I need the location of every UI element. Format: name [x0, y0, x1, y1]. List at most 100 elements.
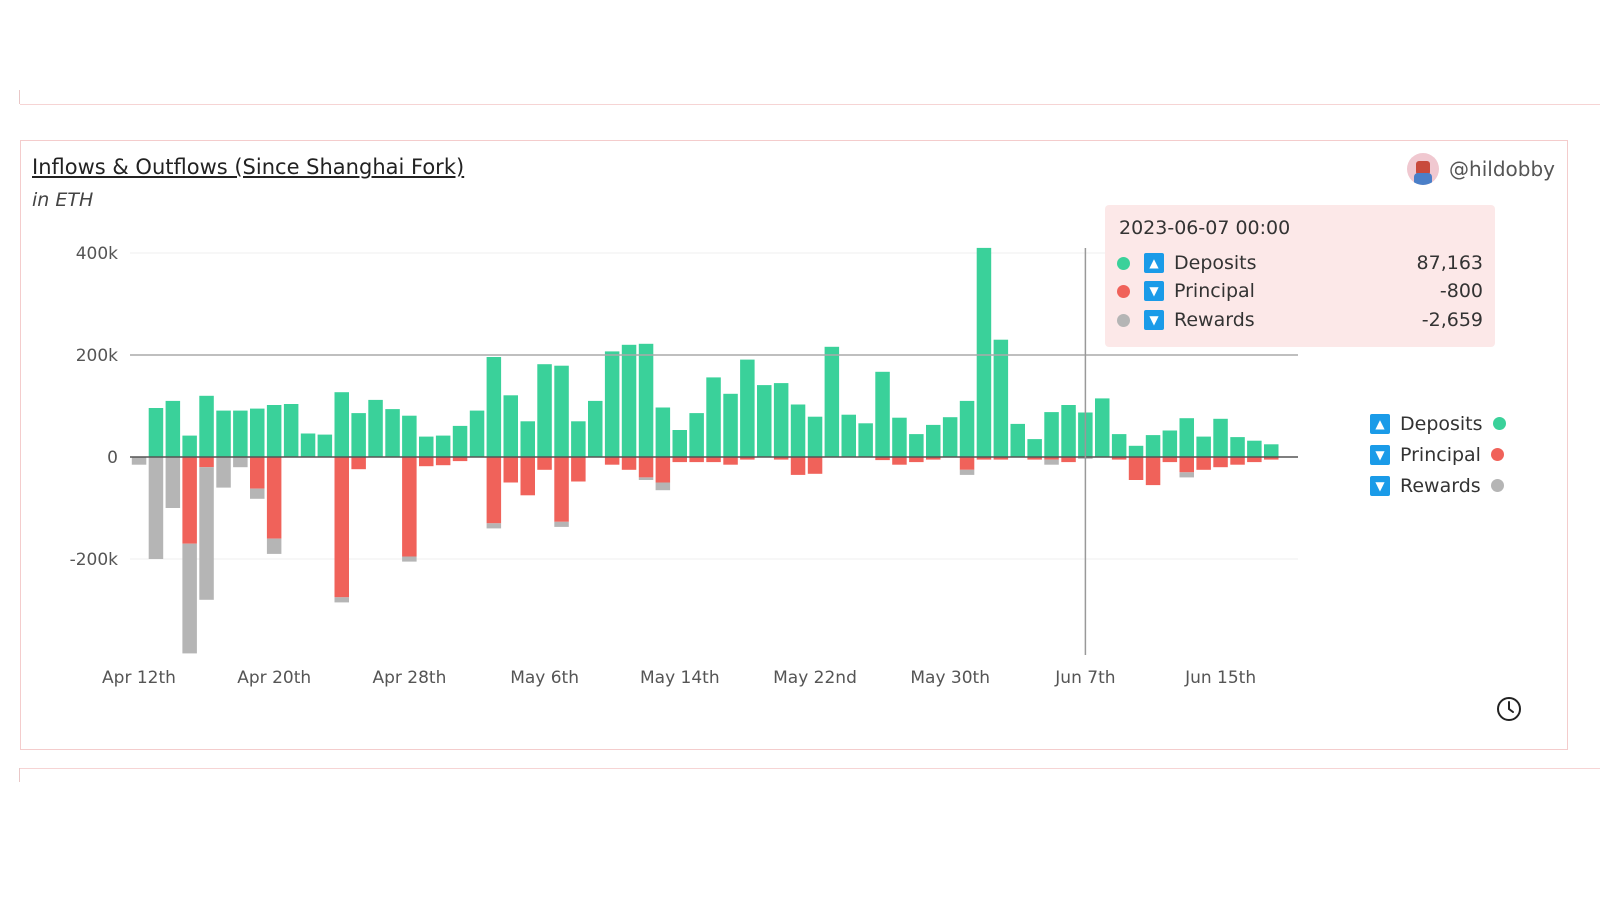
bar-deposits [909, 434, 924, 458]
bar-deposits [402, 415, 417, 457]
bar-deposits [216, 410, 231, 457]
bar-principal [892, 457, 907, 465]
up-arrow-icon[interactable]: ▲ [1370, 413, 1390, 434]
top-divider-tick [19, 90, 20, 104]
bar-rewards [402, 556, 417, 562]
legend-item-principal[interactable]: ▼ Principal [1370, 439, 1506, 470]
chart-title[interactable]: Inflows & Outflows (Since Shanghai Fork) [32, 155, 465, 179]
down-arrow-icon[interactable]: ▼ [1370, 475, 1390, 496]
x-tick-label: May 22nd [773, 668, 857, 688]
bar-deposits [1213, 418, 1228, 458]
bar-principal [520, 457, 535, 496]
bar-deposits [182, 435, 197, 457]
legend-label[interactable]: Rewards [1400, 474, 1481, 497]
bar-deposits [824, 346, 840, 457]
bar-rewards [216, 457, 231, 488]
bar-deposits [503, 395, 518, 457]
rewards-dot [1117, 313, 1130, 327]
bar-deposits [841, 414, 856, 457]
bar-deposits [334, 392, 349, 457]
bar-principal [604, 457, 620, 465]
tooltip-row-principal: ▼ Principal -800 [1117, 278, 1483, 304]
bar-deposits [689, 413, 704, 457]
tooltip-value: -2,659 [1421, 309, 1483, 331]
bar-deposits [1061, 405, 1076, 457]
bar-principal [807, 457, 823, 474]
down-arrow-icon: ▼ [1144, 310, 1164, 330]
legend-dot [1490, 448, 1504, 461]
bar-rewards [131, 457, 147, 465]
bar-deposits [1196, 436, 1211, 457]
bar-principal [1111, 457, 1127, 460]
bar-principal [334, 457, 349, 598]
bar-deposits [283, 404, 299, 457]
bar-rewards [233, 457, 248, 468]
bottom-divider-tick [19, 768, 20, 782]
bar-principal [486, 457, 502, 524]
bar-principal [1044, 457, 1059, 460]
bar-deposits [148, 408, 164, 457]
bar-deposits [233, 410, 248, 457]
deposits-dot [1117, 256, 1130, 270]
legend-item-deposits[interactable]: ▲ Deposits [1370, 408, 1506, 439]
tooltip-row-deposits: ▲ Deposits 87,163 [1117, 250, 1483, 276]
bar-principal [1196, 457, 1211, 470]
author[interactable]: @hildobby [1407, 153, 1555, 185]
bar-deposits [773, 383, 789, 458]
bar-principal [182, 457, 197, 544]
bar-deposits [926, 424, 941, 457]
bar-principal [435, 457, 451, 466]
bottom-divider [20, 768, 1600, 769]
bar-deposits [1010, 423, 1025, 458]
bar-rewards [250, 488, 265, 499]
legend-item-rewards[interactable]: ▼ Rewards [1370, 470, 1506, 501]
bar-deposits [1247, 440, 1262, 457]
tooltip-value: -800 [1439, 280, 1483, 302]
bar-deposits [266, 405, 282, 457]
bar-principal [537, 457, 552, 470]
y-tick-label: 200k [76, 346, 118, 366]
bar-deposits [250, 408, 265, 458]
bar-principal [1264, 457, 1279, 460]
bar-deposits [1128, 445, 1144, 457]
tooltip-row-rewards: ▼ Rewards -2,659 [1117, 307, 1483, 333]
bar-rewards [1044, 459, 1059, 465]
legend-label[interactable]: Principal [1400, 443, 1481, 466]
bar-deposits [858, 423, 873, 457]
bar-principal [503, 457, 518, 483]
bar-deposits [537, 364, 552, 457]
bar-principal [402, 457, 417, 557]
x-tick-label: May 6th [510, 668, 579, 688]
bar-deposits [807, 416, 823, 457]
bar-rewards [334, 597, 349, 603]
bar-principal [571, 457, 586, 482]
y-tick-label: 0 [107, 448, 118, 468]
bar-deposits [588, 400, 603, 457]
bar-deposits [554, 365, 569, 457]
bar-principal [621, 457, 637, 470]
bar-deposits [655, 407, 671, 457]
tooltip-label: Principal [1174, 280, 1255, 302]
legend-label[interactable]: Deposits [1400, 412, 1483, 435]
clock-icon[interactable] [1496, 696, 1522, 722]
bar-deposits [571, 421, 586, 457]
bar-rewards [638, 477, 654, 480]
bar-principal [351, 457, 366, 470]
bar-principal [655, 457, 671, 483]
bar-principal [199, 457, 214, 468]
bar-deposits [706, 377, 721, 457]
bar-principal [1145, 457, 1161, 486]
author-name[interactable]: @hildobby [1449, 157, 1555, 181]
bar-deposits [942, 417, 958, 457]
bar-deposits [604, 351, 620, 457]
bar-principal [740, 457, 755, 460]
bar-rewards [486, 523, 502, 529]
bar-deposits [672, 430, 687, 457]
down-arrow-icon[interactable]: ▼ [1370, 444, 1390, 465]
bar-principal [1247, 457, 1262, 463]
bar-rewards [959, 469, 975, 475]
bar-deposits [1230, 437, 1245, 457]
bar-rewards [148, 457, 164, 559]
legend: ▲ Deposits ▼ Principal ▼ Rewards [1370, 408, 1506, 501]
